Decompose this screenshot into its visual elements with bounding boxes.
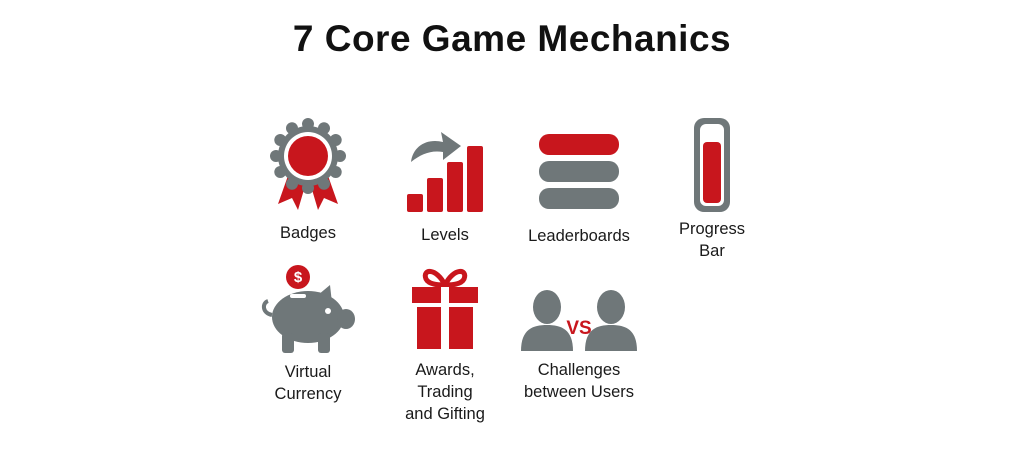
gift-box-icon (412, 269, 478, 349)
svg-text:$: $ (294, 269, 303, 286)
mechanic-levels: Levels (370, 128, 520, 246)
piggy-bank-icon: $ (261, 265, 355, 353)
mechanic-leaderboards: Leaderboards (504, 132, 654, 247)
mechanic-label: Virtual Currency (274, 363, 342, 403)
mechanic-challenges: VS Challenges between Users (504, 287, 654, 403)
mechanic-virtual-currency: $ Virtual Currency (233, 263, 383, 405)
levels-bar-chart-icon (407, 132, 483, 212)
users-versus-icon: VS (521, 290, 637, 351)
mechanic-progress-bar: Progress Bar (637, 116, 787, 262)
versus-label: VS (566, 318, 591, 339)
mechanic-awards-trading-gifting: Awards, Trading and Gifting (370, 263, 520, 425)
progress-bar-icon (694, 118, 730, 212)
mechanic-label: Progress Bar (678, 220, 746, 260)
mechanic-badges: Badges (233, 118, 383, 244)
badge-rosette-icon (270, 118, 346, 210)
mechanic-label: Leaderboards (528, 227, 630, 245)
mechanic-label: Badges (280, 224, 336, 242)
mechanic-label: Challenges between Users (523, 361, 635, 401)
page-title: 7 Core Game Mechanics (292, 18, 732, 59)
leaderboard-stack-icon (539, 134, 619, 209)
mechanic-label: Levels (421, 226, 469, 244)
mechanic-label: Awards, Trading and Gifting (405, 361, 485, 423)
